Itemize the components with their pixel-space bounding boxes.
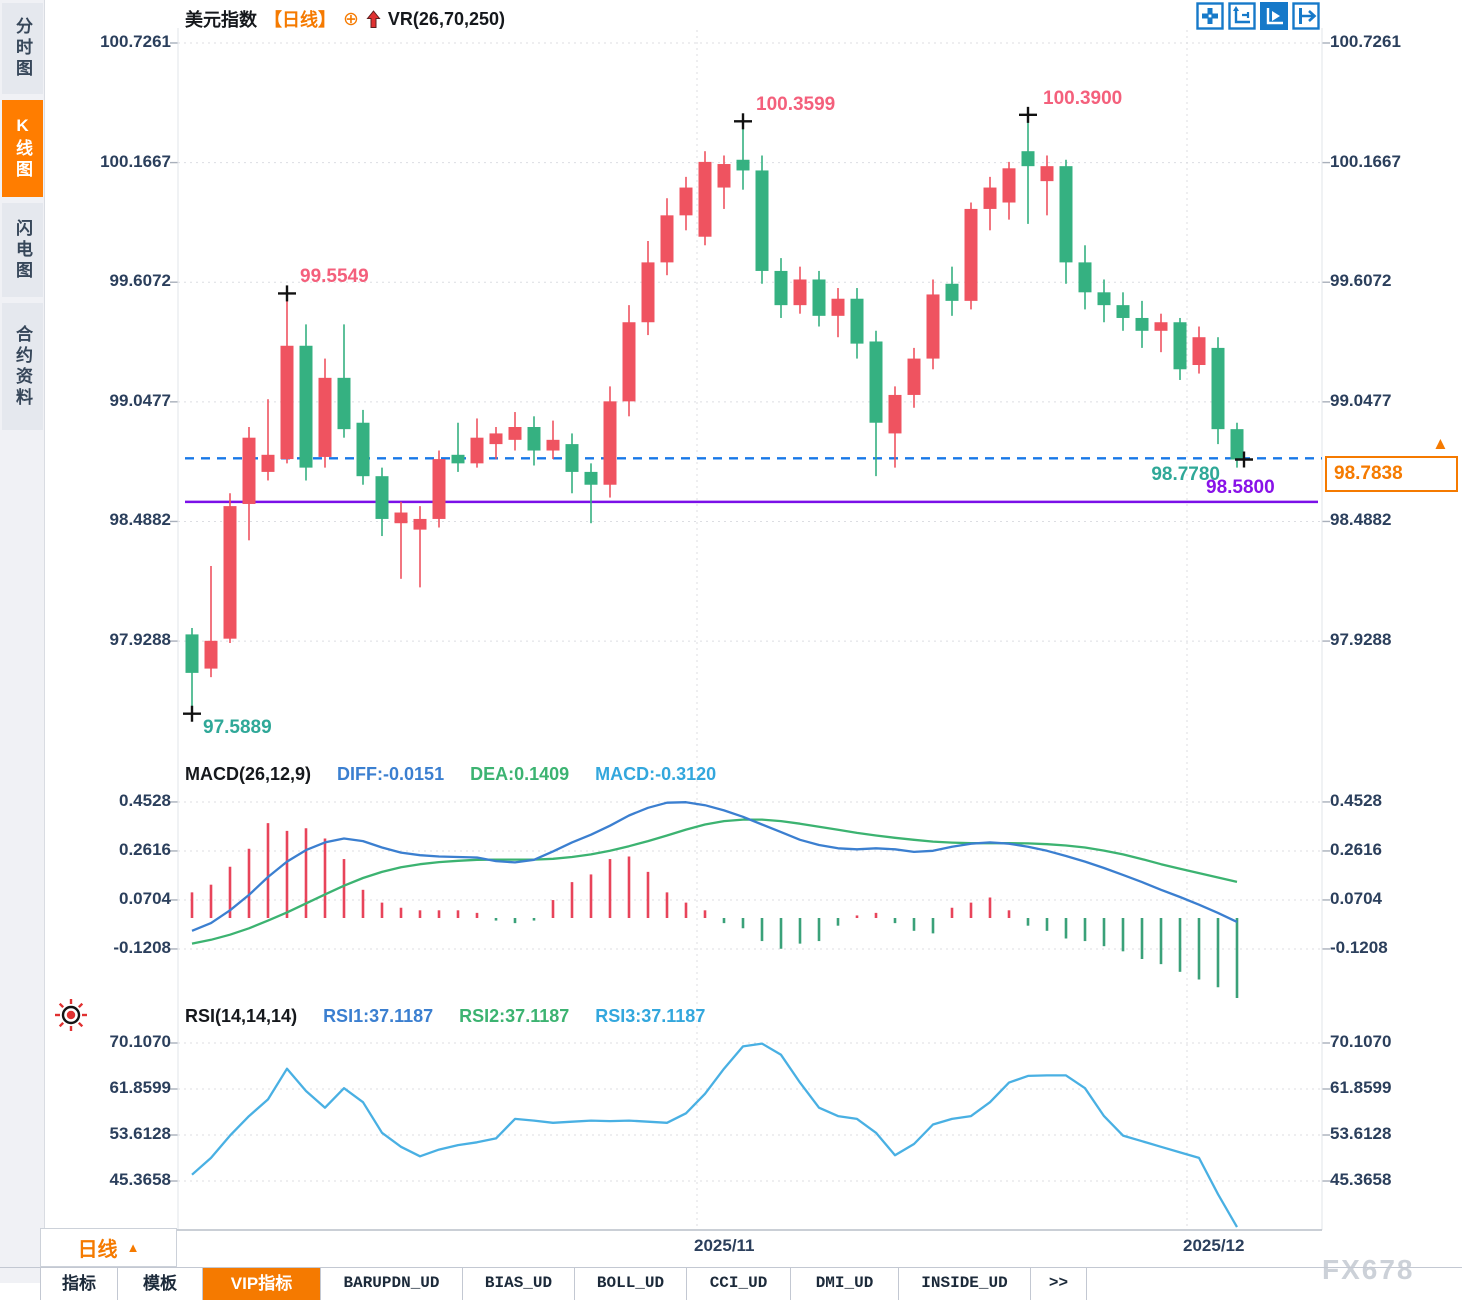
sidebar-tab-2[interactable]: K线图 (2, 100, 43, 197)
bottom-tab-9[interactable]: INSIDE_UD (899, 1268, 1031, 1300)
bottom-tab-3[interactable]: VIP指标 (203, 1268, 321, 1300)
bottom-tab-7[interactable]: CCI_UD (687, 1268, 791, 1300)
indicator-tabbar: 指标 模板 VIP指标 BARUPDN_UD BIAS_UD BOLL_UD CCI_UD D… (40, 1268, 1087, 1300)
y-axis-label: 0.2616 (1330, 839, 1382, 859)
rsi1-value: RSI1:37.1187 (323, 1006, 434, 1026)
swing-high-label-1: 99.5549 (300, 266, 369, 287)
y-axis-label: 61.8599 (1330, 1078, 1392, 1097)
period-tag[interactable]: 【日线】 (264, 10, 336, 30)
price-up-arrow-icon (366, 9, 381, 28)
y-axis-label: 70.1070 (109, 1032, 171, 1051)
y-axis-label: 61.8599 (109, 1078, 171, 1097)
axis-current-price-box: 98.7838 (1325, 456, 1458, 492)
bottom-tab-1[interactable]: 指标 (40, 1268, 118, 1300)
y-axis-label: 53.6128 (109, 1124, 171, 1143)
y-axis-label: 100.7261 (1330, 32, 1401, 51)
go-to-latest-button[interactable] (1292, 2, 1320, 30)
sidebar-corner (0, 1283, 40, 1300)
timeframe-label: 日线 (77, 1239, 118, 1261)
y-axis-label: 0.0704 (1330, 888, 1382, 908)
macd-header: MACD(26,12,9) DIFF:-0.0151 DEA:0.1409 MA… (185, 764, 716, 785)
y-axis-label: 53.6128 (1330, 1124, 1392, 1143)
y-axis-label: 100.1667 (100, 151, 171, 171)
tabbar-divider (0, 1267, 1462, 1268)
rsi3-value: RSI3:37.1187 (595, 1006, 706, 1026)
y-axis-label: 97.9288 (109, 630, 171, 650)
macd-title[interactable]: MACD(26,12,9) (185, 764, 312, 784)
axis-zoom-button[interactable] (1228, 2, 1256, 30)
y-axis-label: 99.6072 (109, 271, 171, 291)
swing-low-label: 97.5889 (203, 717, 272, 738)
crosshair-button[interactable] (1196, 2, 1224, 30)
rsi2-value: RSI2:37.1187 (459, 1006, 570, 1026)
bottom-tab-5[interactable]: BIAS_UD (463, 1268, 575, 1300)
y-axis-label: 100.7261 (100, 32, 171, 51)
support-price-label: 98.5800 (1206, 477, 1275, 498)
y-axis-label: 70.1070 (1330, 1032, 1392, 1051)
live-indicator-icon[interactable] (52, 996, 90, 1034)
sidebar-tab-3[interactable]: 闪电图 (2, 203, 43, 297)
y-axis-label: 45.3658 (1330, 1170, 1392, 1189)
price-direction-arrow-icon: ▲ (1432, 434, 1449, 453)
bottom-tab-2[interactable]: 模板 (118, 1268, 203, 1300)
chart-header: 美元指数 【日线】 ⊕ VR(26,70,250) (185, 6, 505, 32)
plus-circle-icon[interactable]: ⊕ (343, 8, 359, 30)
y-axis-label: 99.0477 (1330, 390, 1392, 410)
overlay-indicator-label[interactable]: VR(26,70,250) (387, 8, 505, 29)
macd-diff-value: DIFF:-0.0151 (337, 764, 445, 784)
x-axis-date-label: 2025/11 (694, 1236, 755, 1255)
y-axis-label: 0.4528 (1330, 790, 1382, 810)
y-axis-label: 45.3658 (109, 1170, 171, 1189)
y-axis-label: 0.0704 (119, 888, 171, 908)
sidebar-tab-4[interactable]: 合约资料 (2, 303, 43, 430)
y-axis-label: 98.4882 (1330, 510, 1392, 530)
y-axis-label: -0.1208 (113, 937, 171, 957)
left-sidebar: 分时图 K线图闪电图合约资料 (0, 0, 45, 1300)
symbol-title: 美元指数 (185, 10, 257, 30)
y-axis-label: 0.2616 (119, 839, 171, 859)
timeframe-arrow-icon: ▲ (126, 1240, 140, 1255)
rsi-title[interactable]: RSI(14,14,14) (185, 1006, 298, 1026)
auto-scale-button[interactable] (1260, 2, 1288, 30)
last-price-label: 98.7780 (1151, 464, 1220, 485)
bottom-tab-4[interactable]: BARUPDN_UD (321, 1268, 463, 1300)
chart-toolbar (1196, 2, 1320, 30)
x-axis-date-label: 2025/12 (1183, 1236, 1245, 1255)
y-axis-label: 97.9288 (1330, 630, 1392, 650)
y-axis-label: 98.4882 (109, 510, 171, 530)
y-axis-label: 0.4528 (119, 790, 171, 810)
y-axis-label: -0.1208 (1330, 937, 1388, 957)
bottom-tab-10[interactable]: >> (1031, 1268, 1087, 1300)
watermark: FX678 (1322, 1254, 1415, 1285)
y-axis-label: 99.6072 (1330, 271, 1392, 291)
macd-dea-value: DEA:0.1409 (470, 764, 570, 784)
rsi-header: RSI(14,14,14) RSI1:37.1187 RSI2:37.1187 … (185, 1006, 705, 1027)
swing-high-label-2: 100.3599 (756, 94, 836, 115)
macd-hist-value: MACD:-0.3120 (595, 764, 717, 784)
y-axis-label: 99.0477 (109, 390, 171, 410)
sidebar-tab-1[interactable]: 分时图 (2, 3, 43, 94)
bottom-tab-6[interactable]: BOLL_UD (575, 1268, 687, 1300)
swing-high-label-3: 100.3900 (1043, 88, 1123, 109)
y-axis-label: 100.1667 (1330, 151, 1401, 171)
timeframe-selector[interactable]: 日线 ▲ (40, 1228, 177, 1267)
bottom-tab-8[interactable]: DMI_UD (791, 1268, 899, 1300)
